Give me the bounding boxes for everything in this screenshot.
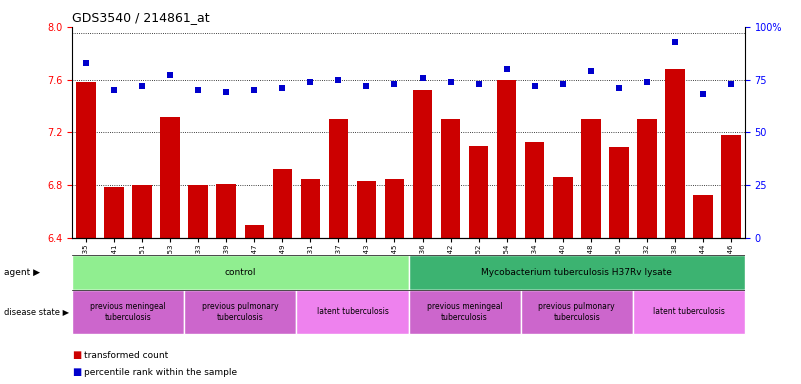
Bar [72,255,409,290]
Bar [244,225,264,238]
Bar [384,179,405,238]
Bar [296,290,409,334]
Bar [497,79,517,238]
Bar [76,82,96,238]
Text: Mycobacterium tuberculosis H37Rv lysate: Mycobacterium tuberculosis H37Rv lysate [481,268,672,277]
Text: disease state ▶: disease state ▶ [4,308,69,316]
Bar [160,117,180,238]
Point [360,83,372,89]
Text: previous pulmonary
tuberculosis: previous pulmonary tuberculosis [538,302,615,322]
Text: latent tuberculosis: latent tuberculosis [653,308,725,316]
Bar [721,135,741,238]
Text: previous pulmonary
tuberculosis: previous pulmonary tuberculosis [202,302,279,322]
Bar [328,119,348,238]
Point [472,81,485,87]
Point [332,76,344,83]
Point [668,39,681,45]
Point [640,79,653,85]
Point [248,87,260,93]
Point [528,83,541,89]
Point [191,87,204,93]
Bar [72,290,184,334]
Point [304,79,316,85]
Bar [356,181,376,238]
Bar [409,290,521,334]
Bar [521,290,633,334]
Text: previous meningeal
tuberculosis: previous meningeal tuberculosis [427,302,502,322]
Bar [300,179,320,238]
Point [584,68,597,74]
Bar [216,184,236,238]
Text: latent tuberculosis: latent tuberculosis [316,308,388,316]
Bar [132,185,152,238]
Bar [188,185,208,238]
Bar [693,195,713,238]
Text: agent ▶: agent ▶ [4,268,40,277]
Text: GDS3540 / 214861_at: GDS3540 / 214861_at [72,11,210,24]
Bar [104,187,124,238]
Point [163,73,176,79]
Point [500,66,513,72]
Point [388,81,400,87]
Bar [184,290,296,334]
Bar [272,169,292,238]
Bar [525,142,545,238]
Point [219,89,232,95]
Text: ■: ■ [72,367,82,377]
Bar [665,69,685,238]
Point [612,85,625,91]
Bar [633,290,745,334]
Bar [409,255,745,290]
Point [107,87,120,93]
Point [276,85,288,91]
Point [135,83,149,89]
Bar [637,119,657,238]
Bar [441,119,461,238]
Text: ■: ■ [72,350,82,360]
Text: percentile rank within the sample: percentile rank within the sample [84,368,237,377]
Text: previous meningeal
tuberculosis: previous meningeal tuberculosis [91,302,166,322]
Point [556,81,569,87]
Point [724,81,737,87]
Bar [469,146,489,238]
Point [416,74,429,81]
Text: control: control [224,268,256,277]
Text: transformed count: transformed count [84,351,168,360]
Point [696,91,709,98]
Bar [413,90,433,238]
Bar [553,177,573,238]
Point [444,79,457,85]
Bar [609,147,629,238]
Point [80,60,92,66]
Bar [581,119,601,238]
